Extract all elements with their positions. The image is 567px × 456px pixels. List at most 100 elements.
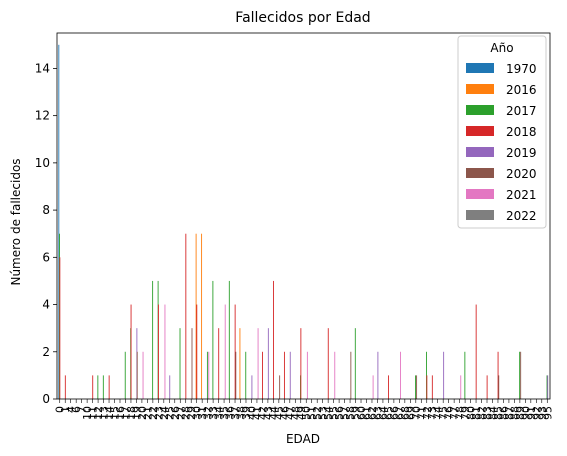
- bar: [350, 351, 352, 399]
- bar: [92, 375, 94, 399]
- x-tick-label: 79: [459, 406, 472, 420]
- x-tick-label: 16: [114, 406, 127, 420]
- x-tick-label: 50: [300, 406, 313, 420]
- x-tick-label: 13: [98, 406, 111, 420]
- x-tick-label: 85: [492, 406, 505, 420]
- x-tick-label: 28: [180, 406, 193, 420]
- bar: [251, 375, 253, 399]
- bar: [388, 375, 389, 399]
- bar: [228, 280, 230, 399]
- x-tick-label: 87: [503, 406, 516, 420]
- bar: [372, 375, 374, 399]
- x-tick-label: 22: [147, 406, 160, 420]
- legend-label: 2016: [506, 83, 537, 97]
- bar: [519, 351, 521, 399]
- x-tick-label: 58: [344, 406, 357, 420]
- x-tick-label: 7: [76, 406, 89, 413]
- bar: [475, 304, 477, 399]
- legend-label: 2019: [506, 146, 537, 160]
- x-tick-label: 67: [393, 406, 406, 420]
- bar: [416, 375, 418, 399]
- x-tick-label: 33: [207, 406, 220, 420]
- x-tick-label: 26: [169, 406, 182, 420]
- x-tick-label: 6: [70, 406, 83, 413]
- x-tick-label: 0: [54, 406, 67, 413]
- bar: [58, 44, 60, 399]
- x-tick-label: 44: [267, 406, 280, 420]
- x-tick-label: 40: [245, 406, 258, 420]
- x-tick-label: 30: [191, 406, 204, 420]
- x-tick-label: 56: [333, 406, 346, 420]
- bar: [169, 375, 171, 399]
- bar: [195, 233, 197, 399]
- bar: [377, 351, 379, 399]
- y-tick-label: 6: [42, 250, 50, 264]
- x-tick-label: 51: [306, 406, 319, 420]
- x-axis: 0146710111213141516171819202122232425262…: [54, 399, 554, 420]
- bar: [152, 280, 154, 399]
- legend-label: 1970: [506, 62, 537, 76]
- x-tick-label: 54: [322, 406, 335, 420]
- x-tick-label: 83: [481, 406, 494, 420]
- bar: [59, 257, 61, 399]
- bar: [218, 328, 220, 399]
- bar: [191, 328, 193, 399]
- legend-swatch: [466, 147, 494, 157]
- x-tick-label: 27: [174, 406, 187, 420]
- x-tick-label: 1: [59, 406, 72, 413]
- x-tick-label: 19: [130, 406, 143, 420]
- legend-label: 2017: [506, 104, 537, 118]
- x-tick-label: 43: [262, 406, 275, 420]
- legend: Año 1970 2016 2017 2018 2019 2020 2021 2022: [457, 35, 547, 229]
- bar: [464, 351, 466, 399]
- x-tick-label: 49: [295, 406, 308, 420]
- y-tick-label: 14: [35, 61, 50, 75]
- x-tick-label: 76: [443, 406, 456, 420]
- bar: [245, 351, 247, 399]
- x-tick-label: 66: [388, 406, 401, 420]
- bar: [354, 328, 356, 399]
- chart-title: Fallecidos por Edad: [235, 10, 370, 26]
- x-tick-label: 29: [185, 406, 198, 420]
- x-tick-label: 93: [536, 406, 549, 420]
- bar: [124, 351, 126, 399]
- x-tick-label: 60: [355, 406, 368, 420]
- bar: [327, 328, 329, 399]
- bar: [520, 351, 522, 399]
- legend-swatch: [466, 105, 494, 115]
- x-tick-label: 20: [136, 406, 149, 420]
- x-tick-label: 12: [92, 406, 105, 420]
- bar: [239, 328, 241, 399]
- x-tick-label: 41: [251, 406, 264, 420]
- bar: [289, 351, 291, 399]
- bar: [235, 351, 237, 399]
- y-axis: 0 2 4 6 8 10 12 14: [35, 61, 57, 406]
- bar: [179, 328, 181, 399]
- x-tick-label: 68: [399, 406, 412, 420]
- bar: [279, 375, 281, 399]
- x-tick-label: 36: [224, 406, 237, 420]
- y-tick-label: 4: [42, 298, 50, 312]
- x-tick-label: 64: [377, 406, 390, 420]
- bar: [257, 328, 259, 399]
- legend-swatch: [466, 210, 494, 220]
- bar: [206, 351, 208, 399]
- x-tick-label: 69: [404, 406, 417, 420]
- bar: [498, 375, 500, 399]
- bar: [443, 351, 445, 399]
- x-tick-label: 82: [476, 406, 489, 420]
- x-tick-label: 14: [103, 406, 116, 420]
- bar: [108, 375, 110, 399]
- bar: [306, 351, 308, 399]
- bar: [130, 304, 132, 399]
- bar: [431, 375, 433, 399]
- x-tick-label: 91: [525, 406, 538, 420]
- x-tick-label: 23: [152, 406, 165, 420]
- y-tick-label: 10: [35, 156, 50, 170]
- x-tick-label: 4: [65, 406, 78, 413]
- bar: [460, 375, 462, 399]
- x-tick-label: 37: [229, 406, 242, 420]
- bar: [196, 304, 198, 399]
- bar: [497, 351, 499, 399]
